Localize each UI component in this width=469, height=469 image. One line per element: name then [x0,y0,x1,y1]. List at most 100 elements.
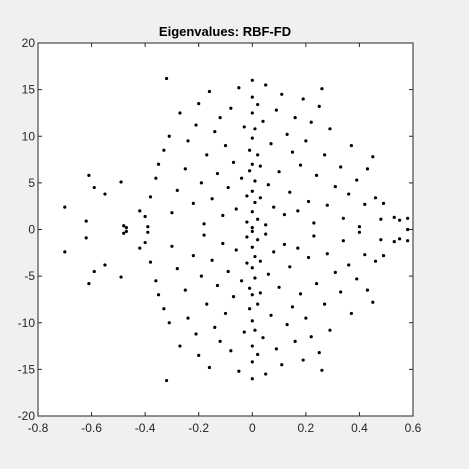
data-point [365,288,370,292]
data-point [398,237,402,241]
data-point [146,230,150,234]
data-point [92,185,96,190]
data-point [269,313,273,317]
data-point [170,211,174,215]
data-point [277,170,281,174]
data-point [156,293,161,297]
data-point [250,360,254,364]
data-point [231,295,236,299]
data-point [191,201,195,205]
data-point [253,254,257,259]
data-point [210,197,214,201]
data-point [245,220,249,224]
data-point [138,209,142,213]
data-point [304,316,308,320]
data-point [250,78,254,82]
data-point [309,335,313,339]
data-point [285,132,289,136]
data-point [226,185,230,190]
data-point [124,226,128,230]
data-points [63,76,410,383]
data-point [231,160,236,164]
data-point [288,190,292,194]
data-point [154,176,158,180]
data-point [237,86,241,90]
data-point [186,139,190,143]
data-point [325,203,329,207]
data-point [119,180,123,184]
data-point [164,76,169,81]
data-point [379,217,383,221]
data-point [253,276,257,280]
data-point [312,234,316,238]
data-point [323,153,327,157]
data-point [183,167,187,171]
data-point [349,311,353,316]
data-point [248,307,252,311]
data-point [119,275,123,279]
axes: -0.8 -0.6 -0.4 -0.2 0 0.2 0.4 0.6 -20 -15 -10 -5 0 5 1… [18,36,422,435]
data-point [84,236,88,240]
data-point [333,270,337,274]
data-point [122,224,126,228]
y-tick-label: 15 [22,83,36,97]
data-point [250,293,254,297]
data-point [239,279,244,283]
data-point [357,230,362,234]
data-point [207,365,212,370]
x-tick-label: 0.2 [298,421,315,435]
data-point [306,255,311,260]
data-point [304,139,308,143]
data-point [258,291,262,295]
data-point [234,248,238,252]
data-point [103,192,107,196]
data-point [280,92,284,96]
x-tick-label: 0 [249,421,256,435]
data-point [124,229,128,233]
data-point [63,250,67,254]
data-point [371,300,375,304]
data-point [148,195,153,199]
data-point [154,279,158,283]
data-point [285,323,289,327]
data-point [194,123,198,127]
data-point [215,283,220,288]
data-point [250,226,254,230]
data-point [250,210,254,214]
y-tick-label: 5 [28,176,35,190]
data-point [293,116,297,120]
data-point [250,162,254,166]
data-point [250,229,254,233]
x-tick-label: 0.6 [405,421,422,435]
data-point [245,194,249,198]
data-point [320,368,324,372]
data-point [175,267,179,271]
data-point [296,209,300,213]
data-point [312,221,316,225]
data-point [266,272,270,276]
data-point [355,178,359,182]
data-point [250,377,254,381]
data-point [323,302,327,306]
data-point [122,231,126,235]
data-point [256,238,260,242]
data-point [363,253,367,257]
data-point [328,127,332,131]
data-point [406,216,410,220]
x-tick-label: -0.8 [28,421,49,435]
data-point [250,344,254,348]
data-point [357,225,362,229]
y-tick-label: 10 [22,129,36,143]
data-point [229,349,233,353]
y-tick-label: -20 [18,409,36,423]
data-point [365,167,370,171]
data-point [183,288,187,292]
data-point [274,108,278,112]
data-point [339,165,343,169]
data-point [261,119,265,123]
data-point [277,285,281,289]
data-point [87,173,91,178]
data-point [256,302,260,306]
chart-title: Eigenvalues: RBF-FD [159,24,291,39]
